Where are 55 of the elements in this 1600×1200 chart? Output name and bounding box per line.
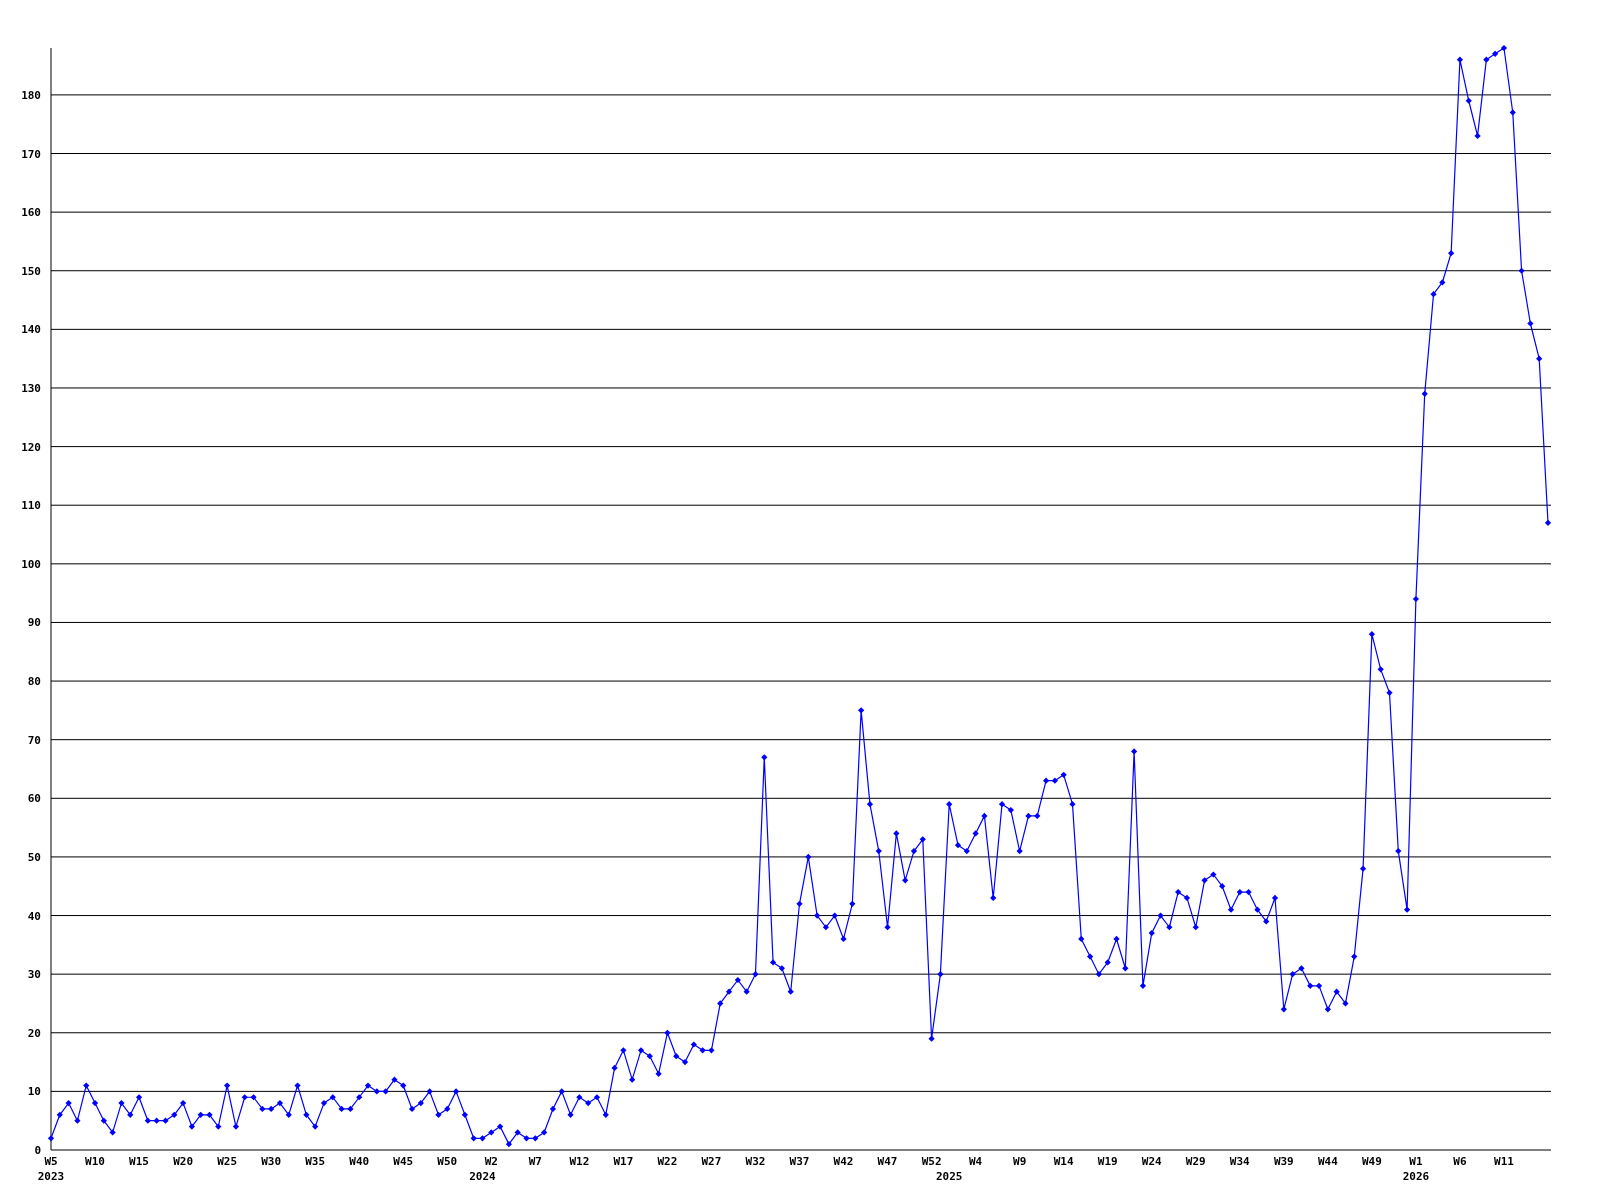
x-tick-label: W7 — [528, 1155, 542, 1168]
x-tick-label: 2024 — [469, 1170, 497, 1183]
x-tick-label: W10 — [85, 1155, 105, 1168]
x-tick-label: W2 — [484, 1155, 498, 1168]
x-tick-label: W27 — [701, 1155, 722, 1168]
x-tick-label: W20 — [173, 1155, 194, 1168]
y-tick-label: 20 — [27, 1026, 41, 1040]
x-tick-label: W17 — [613, 1155, 634, 1168]
x-tick-label: W52 — [921, 1155, 942, 1168]
y-tick-label: 100 — [21, 557, 41, 571]
y-tick-label: 170 — [21, 147, 41, 161]
x-tick-label: W47 — [877, 1155, 898, 1168]
x-tick-label: W35 — [305, 1155, 326, 1168]
x-tick-label: W4 — [968, 1155, 983, 1168]
x-tick-label: W34 — [1229, 1155, 1251, 1168]
y-tick-label: 30 — [27, 968, 41, 982]
y-tick-label: 110 — [21, 499, 41, 513]
x-tick-label: W45 — [393, 1155, 414, 1168]
y-tick-label: 180 — [21, 88, 41, 102]
x-tick-label: W5 2023 — [37, 1155, 65, 1183]
y-tick-label: 40 — [27, 909, 41, 923]
y-tick-label: 120 — [21, 440, 41, 454]
x-tick-label: W1 2026 — [1402, 1155, 1430, 1183]
x-tick-label: W11 — [1494, 1155, 1515, 1168]
x-tick-label: W50 — [437, 1155, 458, 1168]
y-tick-label: 70 — [27, 733, 41, 747]
y-tick-label: 90 — [27, 616, 41, 630]
x-tick-label: W40 — [349, 1155, 370, 1168]
x-tick-label: W14 — [1053, 1155, 1074, 1168]
x-tick-label: W12 — [569, 1155, 590, 1168]
y-tick-label: 160 — [21, 206, 41, 220]
x-tick-label: W44 — [1317, 1155, 1339, 1168]
x-tick-label: W49 — [1361, 1155, 1382, 1168]
x-tick-label: W15 — [129, 1155, 149, 1168]
y-tick-label: 130 — [21, 381, 41, 395]
y-tick-label: 10 — [27, 1085, 41, 1099]
x-tick-label: W6 — [1453, 1155, 1467, 1168]
y-tick-label: 140 — [21, 323, 41, 337]
y-tick-label: 80 — [27, 675, 41, 689]
x-tick-label: W32 — [745, 1155, 766, 1168]
x-tick-label: W29 — [1185, 1155, 1206, 1168]
x-tick-label: W19 — [1097, 1155, 1118, 1168]
x-tick-label: W9 — [1013, 1155, 1027, 1168]
y-tick-label: 0 — [34, 1144, 41, 1157]
x-tick-label: 2025 — [935, 1170, 963, 1183]
x-tick-label: W39 — [1273, 1155, 1294, 1168]
x-tick-label: W25 — [217, 1155, 238, 1168]
y-tick-label: 150 — [21, 264, 41, 278]
x-tick-label: W37 — [789, 1155, 810, 1168]
y-tick-label: 60 — [27, 792, 41, 806]
y-tick-label: 50 — [27, 850, 41, 864]
x-tick-label: W42 — [833, 1155, 854, 1168]
x-tick-label: W24 — [1141, 1155, 1163, 1168]
x-tick-label: W30 — [261, 1155, 282, 1168]
x-tick-label: W22 — [657, 1155, 678, 1168]
